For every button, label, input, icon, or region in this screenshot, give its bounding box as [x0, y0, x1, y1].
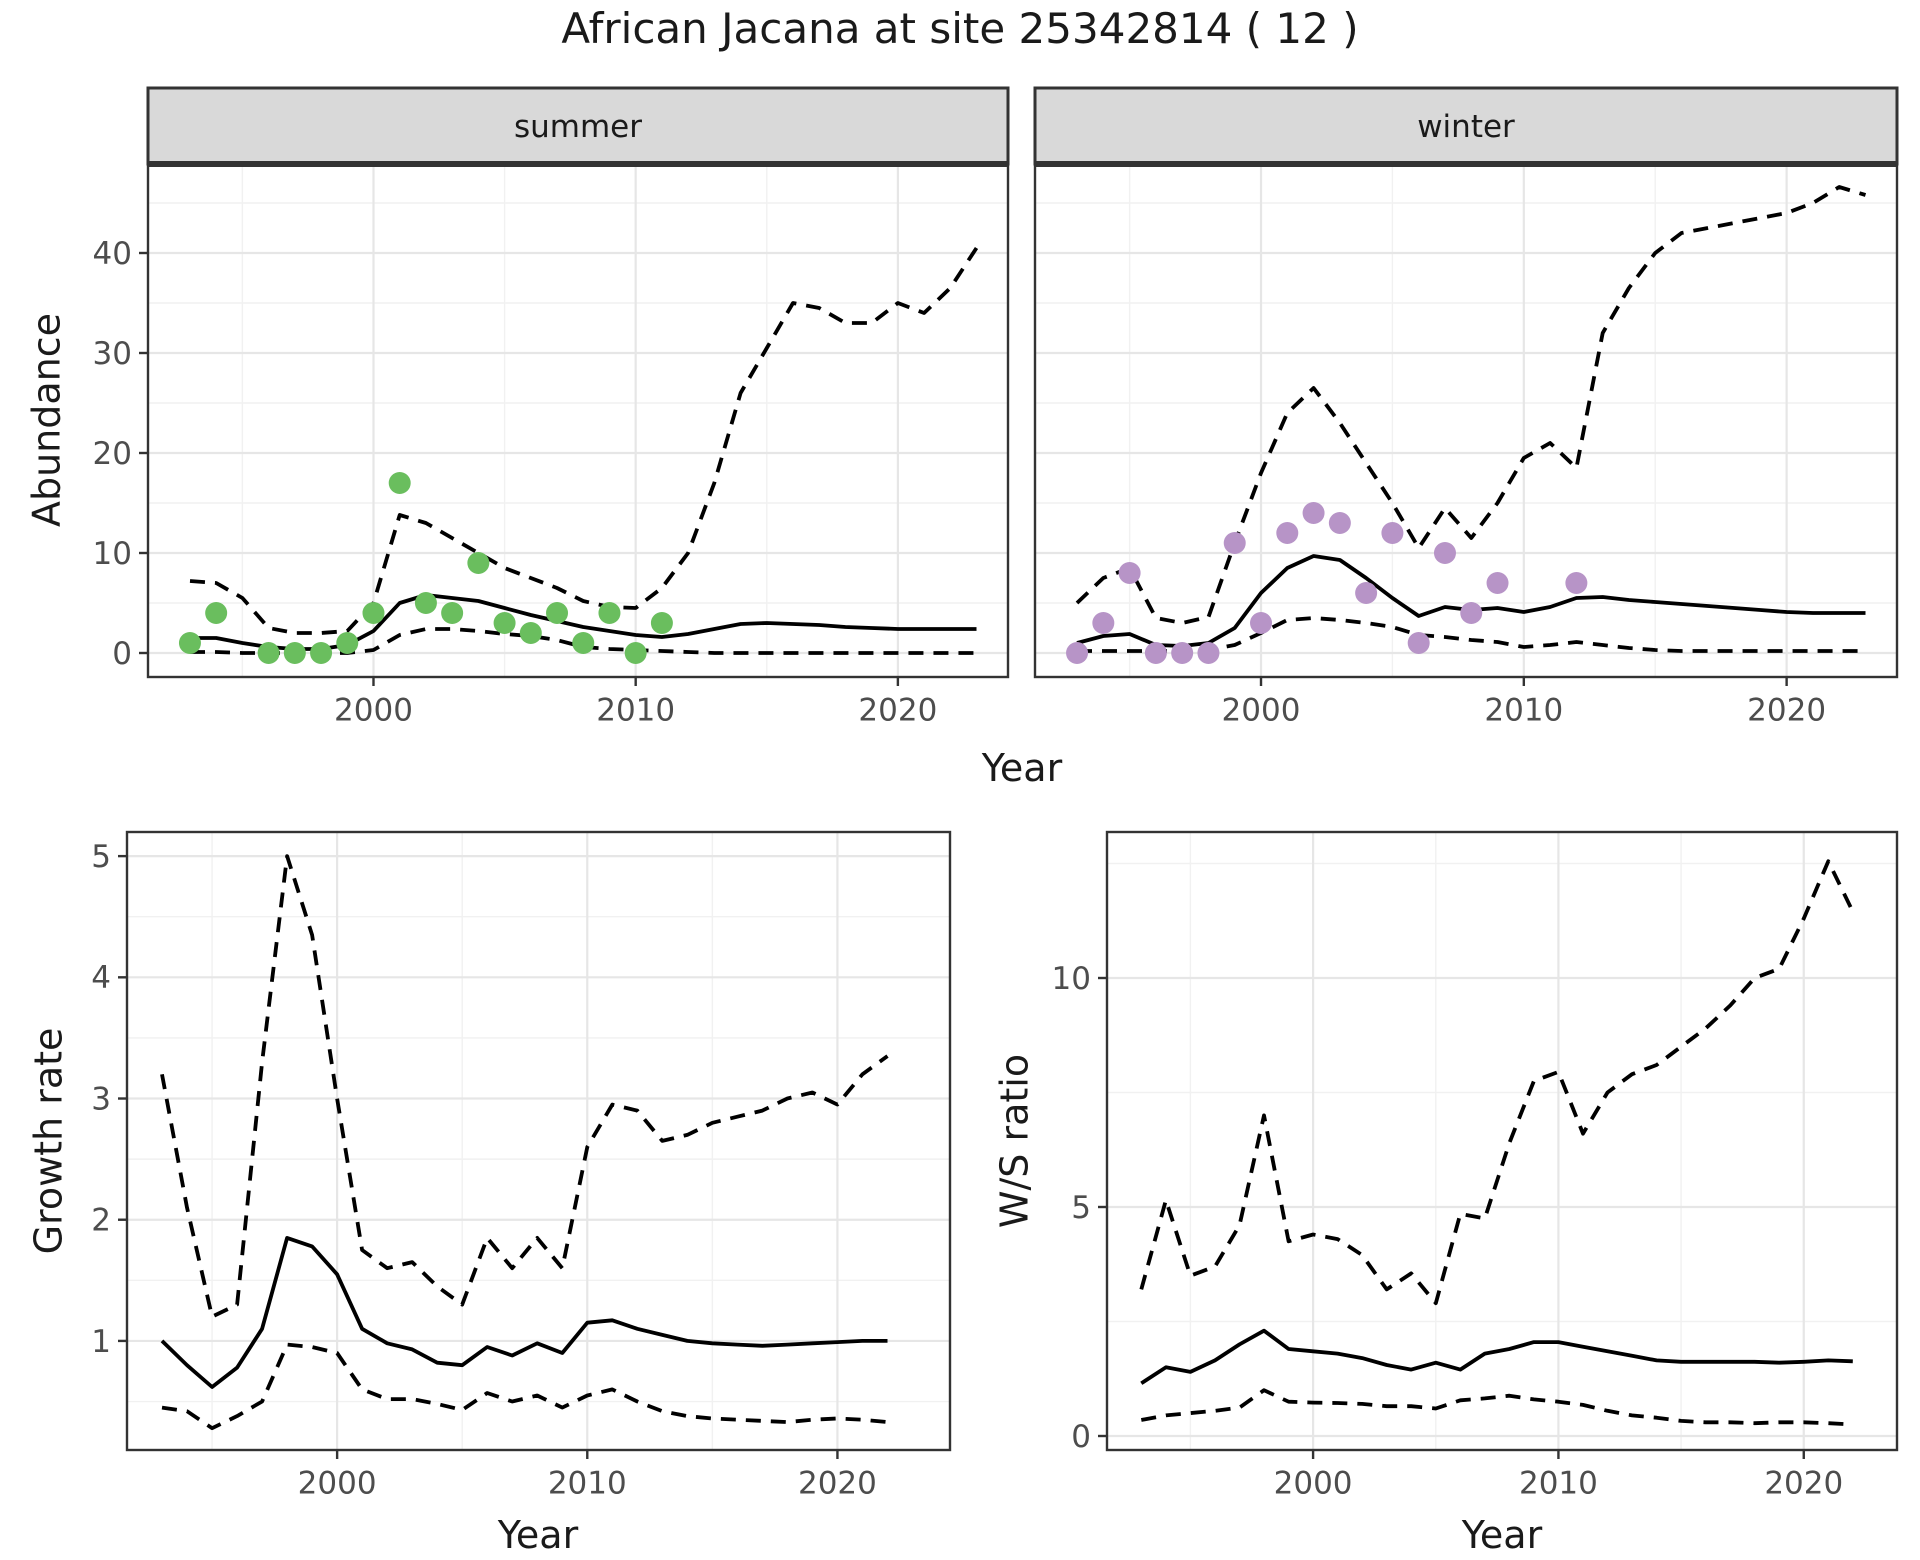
x-axis-title: Year	[1461, 1513, 1543, 1557]
y-axis-title-abundance: Abundance	[24, 313, 68, 527]
y-tick-label: 20	[93, 436, 132, 472]
y-tick-label: 5	[91, 839, 111, 875]
abundance_summer-observation-dot	[624, 642, 647, 664]
y-axis-title: W/S ratio	[992, 1054, 1036, 1228]
growth_rate-upper_ci-line	[160, 854, 889, 1319]
y-tick-label: 0	[112, 636, 132, 672]
ws_ratio-upper_ci-line	[1139, 859, 1855, 1306]
ws_ratio-lower_ci-line	[1140, 1388, 1853, 1427]
abundance_summer-observation-dot	[362, 602, 385, 624]
panel-abundance_winter	[1033, 86, 1899, 686]
y-tick-label: 0	[1071, 1419, 1091, 1455]
abundance_winter-observation-dot	[1250, 612, 1273, 634]
panel-ws_ratio	[1098, 830, 1899, 1459]
facet-strip-label: winter	[1417, 109, 1515, 145]
abundance_winter-observation-dot	[1486, 572, 1509, 594]
panel-growth_rate	[118, 830, 952, 1459]
abundance_summer-observation-dot	[546, 602, 569, 624]
abundance_summer-observation-dot	[414, 592, 437, 614]
abundance_summer-observation-dot	[441, 602, 464, 624]
abundance_summer-observation-dot	[310, 642, 333, 664]
panel-background	[1107, 832, 1897, 1450]
panel-border	[125, 830, 952, 1452]
x-tick-label: 2000	[298, 1465, 377, 1501]
abundance_winter-observation-dot	[1433, 542, 1456, 564]
series-layer	[1139, 859, 1855, 1427]
y-tick-label: 1	[91, 1324, 111, 1360]
growth_rate-median-line	[160, 1236, 888, 1389]
abundance_winter-observation-dot	[1355, 582, 1378, 604]
facet-strip-label: summer	[514, 109, 642, 145]
x-tick-label: 2020	[1747, 692, 1826, 728]
x-axis-title: Year	[497, 1513, 579, 1557]
x-tick-label: 2010	[1484, 692, 1563, 728]
abundance_winter-observation-dot	[1381, 522, 1404, 544]
y-tick-label: 30	[93, 336, 132, 372]
panel-border	[1105, 830, 1899, 1452]
y-tick-label: 10	[1052, 961, 1091, 997]
y-tick-label: 4	[91, 960, 111, 996]
abundance_summer-observation-dot	[598, 602, 621, 624]
y-tick-label: 3	[91, 1081, 111, 1117]
plot-title: African Jacana at site 25342814 ( 12 )	[561, 4, 1359, 53]
abundance_winter-observation-dot	[1407, 632, 1430, 654]
abundance_summer-observation-dot	[283, 642, 306, 664]
abundance_summer-observation-dot	[205, 602, 228, 624]
abundance_summer-observation-dot	[257, 642, 280, 664]
abundance_winter-observation-dot	[1118, 562, 1141, 584]
facet-strip	[1033, 86, 1899, 166]
abundance_winter-observation-dot	[1092, 612, 1115, 634]
x-tick-label: 2000	[334, 692, 413, 728]
panel-abundance_summer	[139, 86, 1010, 686]
abundance_winter-observation-dot	[1276, 522, 1299, 544]
abundance_summer-observation-dot	[493, 612, 516, 634]
abundance_winter-observation-dot	[1197, 642, 1220, 664]
x-tick-label: 2020	[1764, 1465, 1843, 1501]
abundance_winter-observation-dot	[1171, 642, 1194, 664]
panel-background	[127, 832, 950, 1450]
panel-background	[148, 164, 1008, 677]
abundance_winter-observation-dot	[1144, 642, 1167, 664]
abundance_winter-observation-dot	[1223, 532, 1246, 554]
abundance_summer-observation-dot	[650, 612, 673, 634]
y-tick-label: 5	[1071, 1190, 1091, 1226]
abundance_summer-observation-dot	[336, 632, 359, 654]
x-axis-title-year-top: Year	[981, 746, 1063, 790]
abundance_summer-observation-dot	[388, 472, 411, 494]
abundance_summer-observation-dot	[519, 622, 542, 644]
y-tick-label: 10	[93, 536, 132, 572]
abundance_summer-observation-dot	[572, 632, 595, 654]
abundance_winter-observation-dot	[1460, 602, 1483, 624]
abundance_summer-upper_ci-line	[189, 246, 979, 635]
y-tick-label: 2	[91, 1203, 111, 1239]
x-tick-label: 2000	[1222, 692, 1301, 728]
x-tick-label: 2000	[1274, 1465, 1353, 1501]
abundance_winter-observation-dot	[1328, 512, 1351, 534]
observations-layer	[178, 472, 673, 664]
series-layer	[160, 854, 889, 1431]
abundance_winter-upper_ci-line	[1075, 185, 1867, 625]
x-tick-label: 2010	[548, 1465, 627, 1501]
ws_ratio-median-line	[1140, 1328, 1853, 1385]
abundance_summer-observation-dot	[178, 632, 201, 654]
observations-layer	[1066, 502, 1588, 664]
y-tick-label: 40	[93, 236, 132, 272]
panel-background	[1035, 164, 1897, 677]
abundance_summer-observation-dot	[467, 552, 490, 574]
y-axis-title: Growth rate	[26, 1028, 70, 1255]
x-tick-label: 2020	[798, 1465, 877, 1501]
x-tick-label: 2020	[858, 692, 937, 728]
abundance_winter-observation-dot	[1302, 502, 1325, 524]
x-tick-label: 2010	[596, 692, 675, 728]
facet-strip	[146, 86, 1010, 166]
growth_rate-lower_ci-line	[161, 1342, 888, 1431]
x-tick-label: 2010	[1519, 1465, 1598, 1501]
abundance_winter-observation-dot	[1066, 642, 1089, 664]
abundance_winter-observation-dot	[1565, 572, 1588, 594]
